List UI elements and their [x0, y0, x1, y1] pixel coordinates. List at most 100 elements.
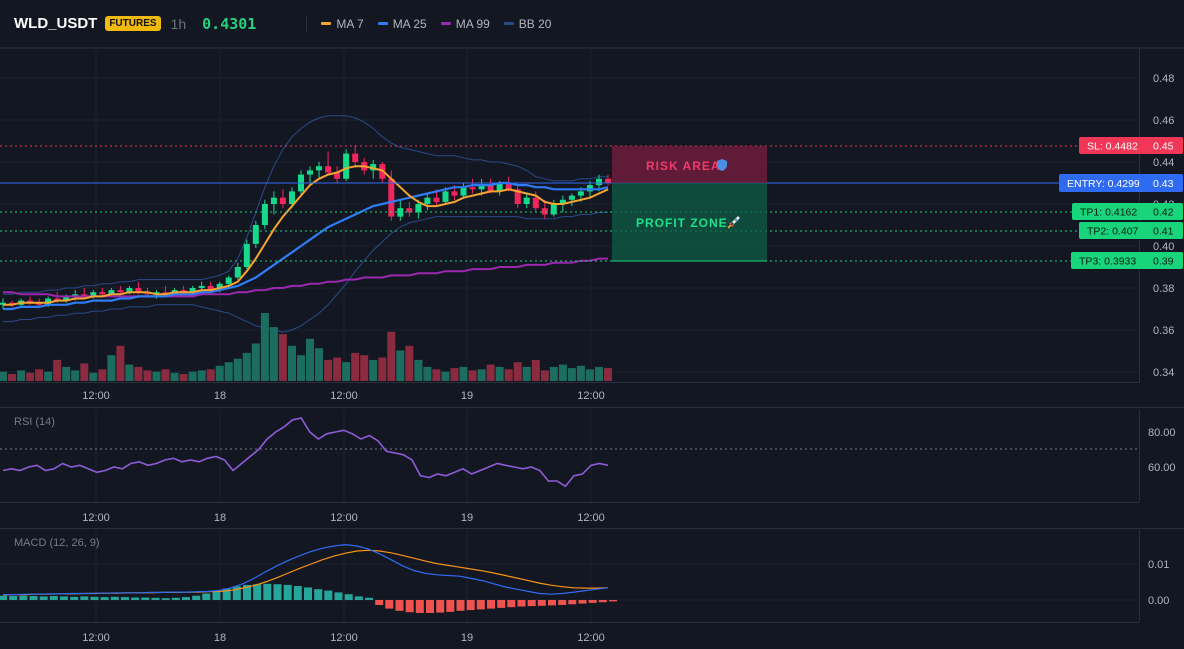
candle-body	[478, 185, 485, 190]
volume-bar	[197, 370, 206, 381]
entry-tag-text: ENTRY: 0.4299	[1067, 178, 1140, 190]
macd-hist-bar	[161, 598, 170, 600]
macd-hist-bar	[263, 583, 272, 600]
macd-axis-001: 0.01	[1148, 559, 1169, 571]
macd-hist-bar	[182, 597, 190, 600]
macd-hist-bar	[537, 600, 546, 606]
macd-hist-bar	[344, 594, 353, 600]
legend-bb20[interactable]: BB 20	[503, 16, 552, 31]
legend-ma7[interactable]: MA 7	[321, 16, 364, 31]
macd-hist-bar	[222, 588, 231, 600]
volume-bar	[585, 369, 594, 381]
macd-hist-bar	[395, 600, 404, 611]
candle-body	[216, 283, 223, 291]
macd-hist-bar	[100, 597, 109, 600]
last-price: 0.4301	[202, 14, 257, 33]
tp3-tag[interactable]: TP3: 0.3933 0.39	[1071, 252, 1183, 269]
candle-body	[334, 172, 341, 179]
time-tick: 19	[461, 632, 473, 644]
volume-bar	[0, 371, 7, 381]
profit-zone-label: PROFIT ZONE	[636, 216, 728, 230]
entry-tag[interactable]: ENTRY: 0.4299 0.43	[1059, 174, 1183, 192]
legend-ma99[interactable]: MA 99	[440, 17, 490, 31]
candle-body	[162, 292, 169, 295]
candle-body	[523, 197, 530, 204]
macd-hist-bar	[324, 590, 333, 600]
macd-hist-bar	[232, 586, 241, 600]
candle-body	[279, 197, 286, 204]
price-tick: 0.34	[1153, 367, 1174, 379]
legend-ma25[interactable]: MA 25	[377, 17, 427, 31]
volume-bar	[161, 369, 170, 381]
candle-body	[406, 208, 413, 213]
risk-area-zone[interactable]	[612, 146, 767, 183]
macd-hist-bar	[202, 593, 211, 600]
legend-bb20-label: BB 20	[518, 16, 552, 31]
volume-bar	[107, 355, 116, 381]
macd-hist-bar	[110, 596, 119, 600]
candle-body	[225, 277, 232, 284]
timeframe-label[interactable]: 1h	[170, 15, 187, 32]
macd-hist-bar	[273, 584, 282, 600]
rsi-path	[2, 417, 609, 488]
macd-hist-bar	[598, 600, 607, 603]
volume-bar	[80, 363, 89, 381]
candle-body	[370, 164, 377, 171]
candle-body	[469, 187, 476, 190]
macd-hist-bar	[466, 600, 475, 611]
volume-bar	[504, 369, 513, 381]
macd-hist-bar	[609, 600, 617, 602]
macd-title: MACD (12, 26, 9)	[14, 537, 100, 549]
candle-body	[568, 195, 575, 200]
shield-icon	[717, 159, 727, 171]
volume-bar	[396, 350, 405, 381]
macd-hist-bar	[131, 597, 140, 600]
macd-hist-bar	[314, 589, 323, 600]
profit-zone[interactable]	[612, 183, 767, 261]
sl-tag[interactable]: SL: 0.4482 0.45	[1079, 137, 1183, 154]
bollinger-bands	[3, 115, 608, 333]
ma7-swatch	[321, 22, 332, 25]
tp3-tag-price: 0.39	[1153, 256, 1174, 268]
candle-body	[289, 191, 295, 204]
macd-hist-bar	[375, 600, 384, 605]
macd-hist-bar	[70, 596, 79, 600]
price-tick: 0.38	[1153, 283, 1174, 295]
candle-body	[126, 288, 133, 293]
candle-body	[596, 178, 602, 186]
volume-bar	[242, 352, 251, 381]
legend-ma7-label: MA 7	[336, 16, 364, 31]
price-axis[interactable]: 0.48 0.46 0.44 0.42 0.40 0.38 0.36 0.34	[1153, 73, 1174, 379]
candle-body	[72, 294, 79, 297]
macd-hist-bar	[426, 600, 434, 613]
macd-hist-bar	[293, 586, 302, 600]
time-tick: 12:00	[82, 390, 110, 402]
tp2-tag[interactable]: TP2: 0.407 0.41	[1079, 222, 1183, 239]
candle-body	[460, 187, 467, 196]
candle-body	[270, 197, 277, 204]
tp1-tag-price: 0.42	[1153, 207, 1174, 219]
time-tick: 18	[214, 512, 226, 524]
candle-body	[505, 183, 512, 190]
volume-bar	[269, 327, 278, 381]
macd-hist-bar	[385, 600, 394, 609]
volume-bar	[89, 372, 98, 381]
symbol-title[interactable]: WLD_USDT	[14, 15, 98, 32]
price-tick: 0.40	[1153, 241, 1174, 253]
macd-hist-bar	[253, 584, 262, 600]
volume-bar	[206, 369, 215, 381]
macd-pane	[0, 543, 617, 613]
volume-bar	[513, 362, 522, 381]
macd-hist-bar	[121, 597, 129, 600]
volume-bar	[468, 370, 477, 381]
volume-bar	[62, 366, 71, 381]
macd-hist-bar	[90, 596, 99, 600]
volume-bar	[8, 374, 16, 381]
candle-body	[343, 153, 350, 179]
time-tick: 19	[461, 512, 473, 524]
tp1-tag[interactable]: TP1: 0.4162 0.42	[1072, 203, 1183, 220]
candle-body	[54, 298, 61, 301]
candle-body	[90, 292, 97, 297]
sl-tag-price: 0.45	[1153, 141, 1174, 153]
